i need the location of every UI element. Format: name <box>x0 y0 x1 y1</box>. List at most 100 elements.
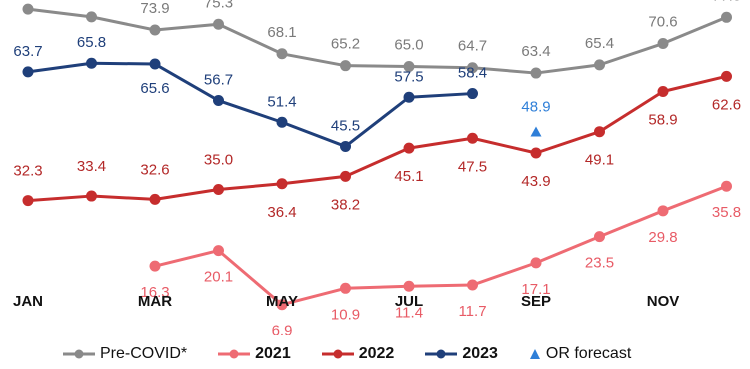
x-tick-sep: SEP <box>521 293 551 310</box>
point-2021-mar <box>149 260 161 272</box>
point-2021-jun <box>340 282 351 294</box>
point-pre-covid-jun <box>340 60 351 72</box>
data-label-2023-feb: 65.8 <box>77 34 106 51</box>
legend-swatch-2023 <box>425 349 458 359</box>
data-label-pre-covid-dec: 77.0 <box>712 0 741 4</box>
point-2021-apr <box>213 245 224 257</box>
chart-legend: Pre-COVID* 2021 2022 2023 OR forecast <box>62 341 661 367</box>
point-2023-aug <box>467 88 478 100</box>
data-label-2022-apr: 35.0 <box>204 152 233 169</box>
point-pre-covid-oct <box>594 59 605 71</box>
data-label-pre-covid-nov: 70.6 <box>648 14 677 31</box>
point-2022-nov <box>657 86 669 98</box>
point-2022-apr <box>213 184 224 195</box>
series-line-2023 <box>26 61 474 148</box>
legend-item-2023: 2023 <box>424 345 498 363</box>
legend-label-2021: 2021 <box>255 345 291 362</box>
point-2021-dec <box>721 180 732 192</box>
point-pre-covid-mar <box>149 24 161 36</box>
point-2023-feb <box>86 57 97 69</box>
x-tick-jan: JAN <box>13 293 43 310</box>
legend-item-or-forecast: OR forecast <box>528 345 631 363</box>
data-label-or-forecast-sep: 48.9 <box>521 99 550 116</box>
point-2022-aug <box>467 132 478 144</box>
data-label-pre-covid-may: 68.1 <box>267 24 296 41</box>
point-2021-jul <box>403 280 415 292</box>
point-2022-mar <box>149 193 161 205</box>
data-label-pre-covid-mar: 73.9 <box>140 0 169 17</box>
data-label-2022-aug: 47.5 <box>458 158 487 175</box>
data-label-2022-nov: 58.9 <box>648 112 677 129</box>
point-2023-apr <box>213 95 224 107</box>
data-label-2021-may: 6.9 <box>272 323 293 335</box>
point-2021-may <box>276 299 288 311</box>
data-label-2021-aug: 11.7 <box>458 303 486 320</box>
point-2022-dec <box>721 70 732 82</box>
data-label-2022-mar: 32.6 <box>140 161 169 178</box>
data-label-pre-covid-sep: 63.4 <box>521 43 550 60</box>
data-label-2021-oct: 23.5 <box>585 255 614 272</box>
point-2021-aug <box>467 279 478 291</box>
data-label-2022-sep: 43.9 <box>521 173 550 190</box>
data-label-2021-apr: 20.1 <box>204 269 233 286</box>
point-2021-nov <box>657 205 669 217</box>
data-label-2023-aug: 58.4 <box>458 65 487 82</box>
legend-swatch-pre-covid <box>63 349 95 359</box>
point-pre-covid-dec <box>721 11 732 23</box>
data-label-2022-oct: 49.1 <box>585 152 614 169</box>
point-2023-jan <box>22 66 34 78</box>
data-label-pre-covid-jul: 65.0 <box>394 37 423 54</box>
point-pre-covid-may <box>276 48 288 60</box>
data-label-2022-feb: 33.4 <box>77 158 106 175</box>
data-label-2022-dec: 62.6 <box>712 96 741 113</box>
point-2022-jul <box>403 142 415 154</box>
data-label-2021-dec: 35.8 <box>712 204 741 221</box>
legend-item-2022: 2022 <box>321 345 395 363</box>
data-label-2022-may: 36.4 <box>267 204 296 221</box>
point-pre-covid-feb <box>86 11 97 23</box>
data-label-pre-covid-aug: 64.7 <box>458 38 487 55</box>
point-2021-sep <box>530 257 542 269</box>
point-2022-may <box>276 178 288 190</box>
point-2023-mar <box>149 58 161 70</box>
data-label-2021-jul: 11.4 <box>395 304 423 321</box>
legend-label-2023: 2023 <box>462 345 498 362</box>
x-tick-nov: NOV <box>647 293 680 310</box>
data-label-2023-jan: 63.7 <box>13 43 42 60</box>
x-tick-mar: MAR <box>138 293 172 310</box>
point-pre-covid-apr <box>213 18 224 30</box>
data-label-2023-apr: 56.7 <box>204 72 233 89</box>
point-pre-covid-sep <box>530 67 542 79</box>
point-2022-sep <box>530 147 542 159</box>
point-or-forecast-sep <box>530 126 542 137</box>
point-pre-covid-aug <box>467 62 478 74</box>
data-label-2021-mar: 16.3 <box>140 284 169 301</box>
series-line-2022 <box>26 74 728 203</box>
data-label-2023-jun: 45.5 <box>331 117 360 134</box>
data-label-pre-covid-apr: 75.3 <box>204 0 233 11</box>
legend-swatch-2022 <box>321 349 354 359</box>
x-tick-jul: JUL <box>395 293 423 310</box>
legend-item-pre-covid: Pre-COVID* <box>62 345 187 363</box>
point-2022-jun <box>340 170 351 182</box>
point-2023-jul <box>403 91 415 103</box>
data-label-2021-sep: 17.1 <box>521 281 550 298</box>
data-label-2022-jun: 38.2 <box>331 196 360 213</box>
legend-label-2022: 2022 <box>358 345 395 362</box>
data-label-pre-covid-jun: 65.2 <box>331 36 360 53</box>
x-tick-may: MAY <box>266 293 298 310</box>
legend-triangle-icon <box>529 349 540 359</box>
data-label-2023-mar: 65.6 <box>140 80 169 97</box>
point-2023-jun <box>340 140 351 152</box>
data-label-2021-nov: 29.8 <box>648 229 677 246</box>
data-label-2023-jul: 57.5 <box>394 68 423 85</box>
legend-label-pre-covid: Pre-COVID* <box>100 345 188 362</box>
data-label-2023-may: 51.4 <box>267 93 296 110</box>
occupancy-line-chart: 79.077.173.975.368.165.265.064.763.465.4… <box>13 0 741 335</box>
series-line-pre-covid <box>26 7 728 75</box>
data-label-pre-covid-oct: 65.4 <box>585 35 614 52</box>
series-line-2021 <box>153 184 728 307</box>
point-pre-covid-jul <box>403 61 415 72</box>
legend-item-2021: 2021 <box>217 345 291 363</box>
legend-swatch-2021 <box>218 349 251 359</box>
